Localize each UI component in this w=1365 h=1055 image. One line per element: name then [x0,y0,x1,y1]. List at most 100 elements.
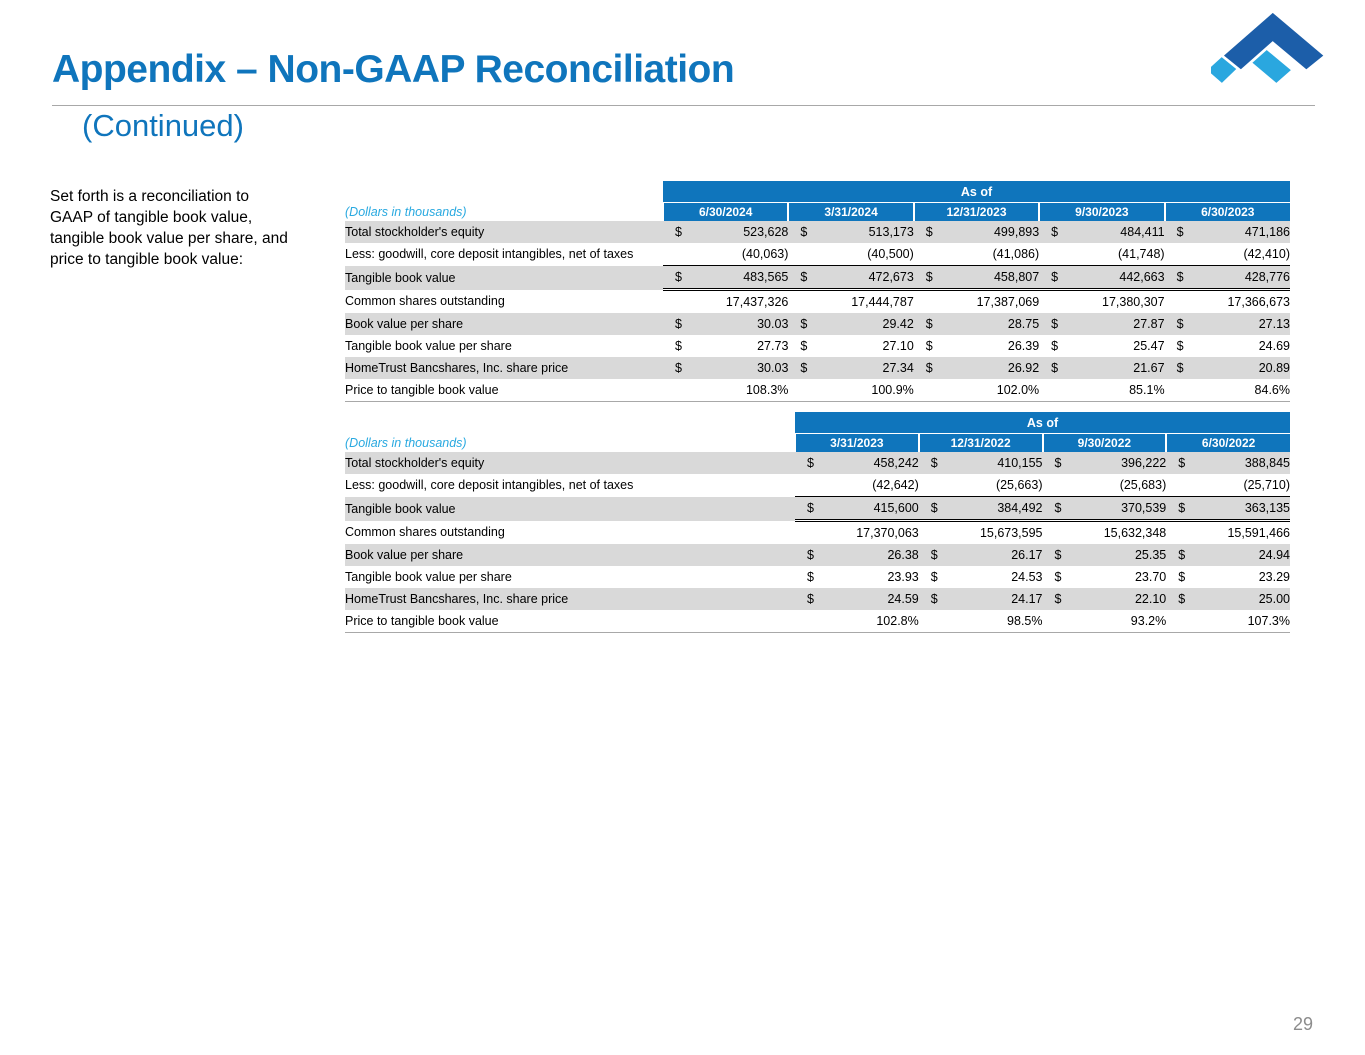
value-cell: 17,370,063 [795,521,919,545]
value-text: 25.47 [1133,339,1165,353]
dollar-sign: $ [800,225,808,239]
dollar-sign: $ [1178,456,1186,470]
value-cell: $499,893 [913,221,1040,243]
value-cell: (40,063) [663,243,789,266]
row-label: Tangible book value per share [345,570,512,584]
page-number: 29 [1292,1014,1313,1034]
value-text: (25,710) [1243,478,1290,492]
value-cell: 84.6% [1164,379,1290,402]
value-cell: 15,673,595 [919,521,1043,545]
value-cell: $27.10 [788,335,913,357]
dollar-sign: $ [1051,225,1059,239]
date-header-row: (Dollars in thousands) 3/31/2023 12/31/202… [345,433,1290,452]
value-text: 17,437,326 [725,295,789,309]
value-cell: $22.10 [1042,588,1167,610]
value-cell: $410,155 [918,452,1043,474]
value-text: 23.29 [1258,570,1290,584]
value-text: 23.93 [887,570,919,584]
value-cell: $26.92 [913,357,1040,379]
column-header-date: 6/30/2024 [661,202,789,221]
value-cell: $30.03 [663,357,789,379]
dollar-sign: $ [1054,456,1062,470]
value-cell: $26.17 [918,544,1043,566]
row-label: Book value per share [345,544,795,566]
value-text: 102.8% [876,614,919,628]
value-cell: (42,410) [1164,243,1290,266]
row-label: Less: goodwill, core deposit intangibles… [345,478,634,493]
dollar-sign: $ [675,361,682,375]
value-text: 428,776 [1244,270,1290,284]
value-cell: $523,628 [663,221,789,243]
value-text: (42,642) [872,478,919,492]
value-cell: (25,663) [918,474,1043,497]
dollar-sign: $ [1176,317,1184,331]
table-row: Price to tangible book value 108.3% 100.9%… [345,379,1290,402]
dollar-sign: $ [925,270,933,284]
value-text: 484,411 [1120,225,1165,239]
value-text: 27.87 [1133,317,1165,331]
as-of-row: As of [345,181,1290,203]
value-text: 27.34 [882,361,914,375]
value-text: 108.3% [745,383,789,397]
value-text: 471,186 [1244,225,1290,239]
value-text: 17,366,673 [1227,295,1290,309]
value-cell: $27.73 [663,335,788,357]
column-header-date: 3/31/2023 [794,433,919,452]
value-text: 24.17 [1011,592,1043,606]
as-of-row: As of [345,412,1290,434]
value-cell: $26.38 [795,544,919,566]
column-header-date: 12/31/2023 [912,202,1040,221]
dollar-sign: $ [807,592,814,606]
value-cell: 17,437,326 [663,290,789,314]
dollar-sign: $ [925,317,933,331]
value-cell: $27.34 [788,357,914,379]
dollar-sign: $ [1054,501,1062,515]
value-text: 415,600 [873,501,919,515]
row-label: Less: goodwill, core deposit intangibles… [345,247,634,262]
value-text: 25.00 [1258,592,1290,606]
value-text: 26.92 [1007,361,1040,375]
dollar-sign: $ [1054,570,1062,584]
value-cell: 85.1% [1039,379,1165,402]
dollar-sign: $ [1178,570,1186,584]
value-cell: $27.13 [1164,313,1290,335]
dollar-sign: $ [1178,592,1186,606]
value-text: 17,380,307 [1102,295,1165,309]
value-cell: $370,539 [1042,496,1167,522]
value-text: 102.0% [996,383,1040,397]
reconciliation-table-recent: As of (Dollars in thousands) 6/30/2024 3/31… [345,181,1290,402]
financial-table: As of (Dollars in thousands) 3/31/2023 12/3… [345,412,1290,633]
value-text: 442,663 [1119,270,1165,284]
row-label: Price to tangible book value [345,379,663,402]
value-cell: $396,222 [1042,452,1167,474]
dollar-sign: $ [800,270,808,284]
dollar-sign: $ [675,225,682,239]
table-row: Tangible book value $415,600 $384,492 $370,… [345,496,1290,522]
value-cell: 102.8% [795,610,919,633]
value-cell: $458,242 [795,452,919,474]
column-header-date: 9/30/2023 [1038,202,1165,221]
value-text: 24.94 [1258,548,1290,562]
row-label: Tangible book value [345,265,663,290]
value-text: 21.67 [1133,361,1165,375]
dollar-sign: $ [675,270,682,284]
value-text: 384,492 [997,501,1043,515]
value-cell: $30.03 [663,313,789,335]
table-row: Book value per share $26.38 $26.17 $25.35 $2… [345,544,1290,566]
table-row: Tangible book value per share $23.93 $24.5… [345,566,1290,588]
value-text: 20.89 [1258,361,1290,375]
value-cell: $384,492 [918,496,1043,522]
table-row: Total stockholder's equity $458,242 $410,1… [345,452,1290,474]
dollar-sign: $ [1054,592,1062,606]
dollar-sign: $ [1051,361,1059,375]
value-cell: (40,500) [788,243,914,266]
dollar-sign: $ [807,456,814,470]
dollar-sign: $ [1051,317,1059,331]
value-text: 84.6% [1254,383,1290,397]
dollar-sign: $ [930,548,938,562]
value-cell: 15,591,466 [1166,521,1290,545]
value-text: 472,673 [868,270,914,284]
dollar-sign: $ [1054,548,1062,562]
value-text: 85.1% [1129,383,1165,397]
table-row: Common shares outstanding 17,370,063 15,67… [345,521,1290,545]
